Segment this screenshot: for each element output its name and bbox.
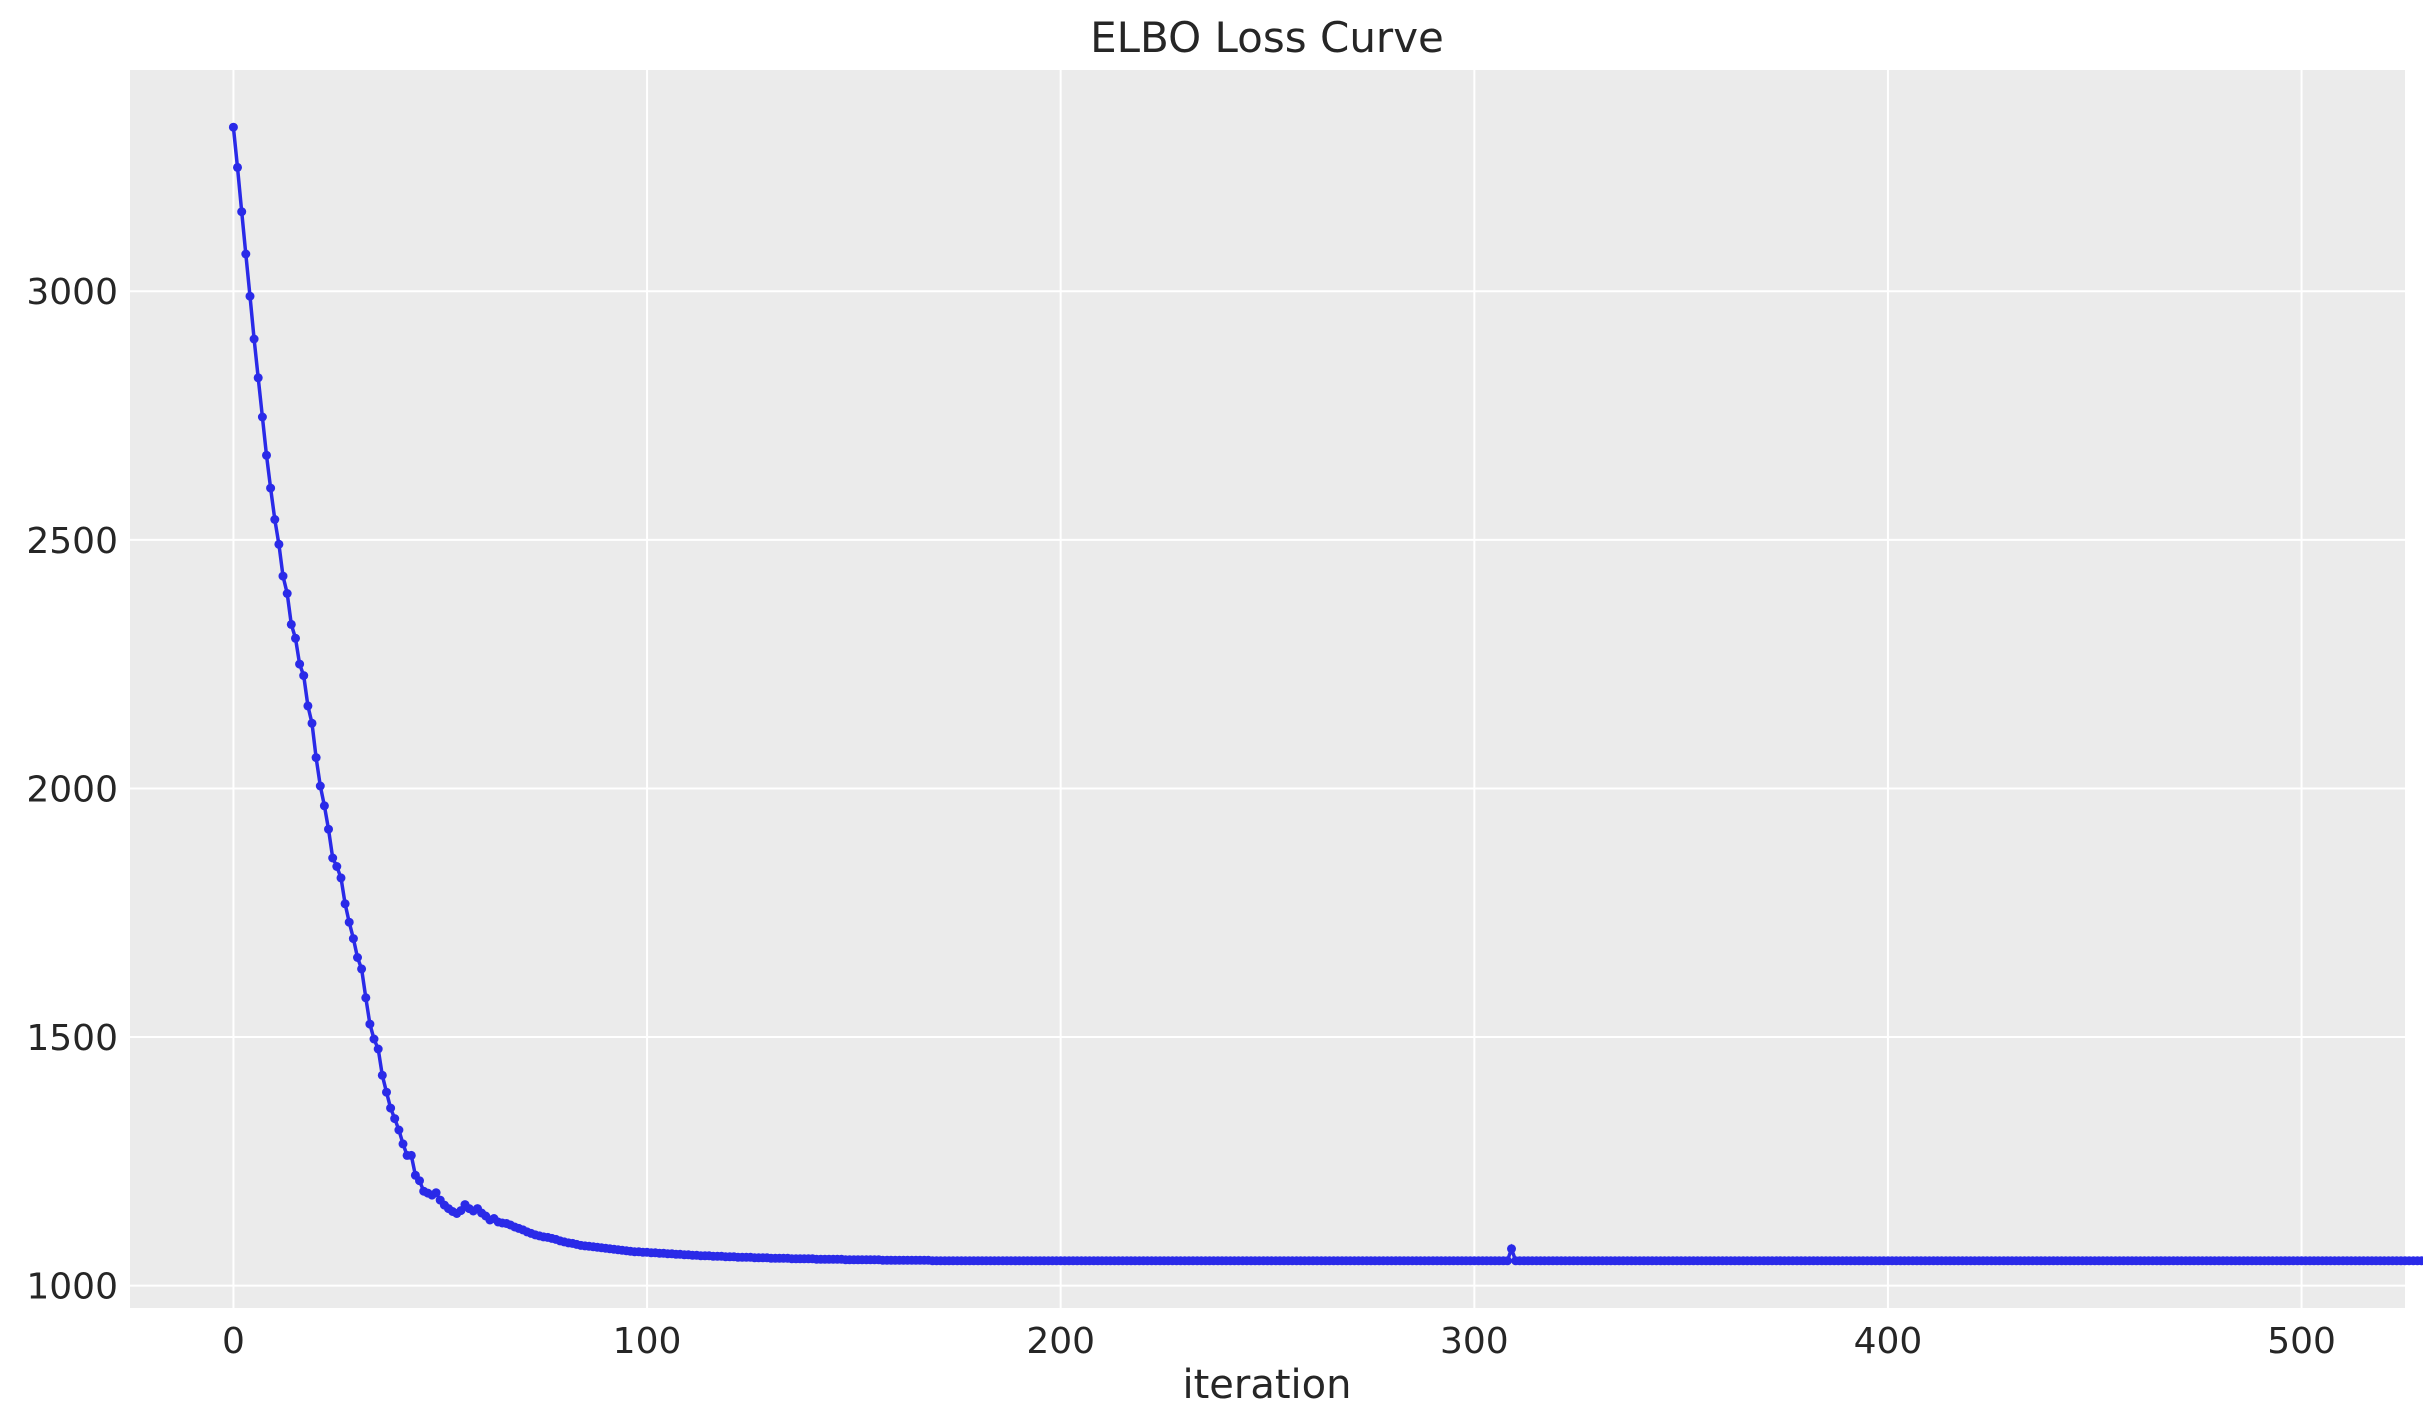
data-point — [295, 659, 305, 669]
data-point — [361, 993, 371, 1003]
data-point — [286, 619, 296, 629]
data-point — [278, 571, 288, 581]
chart-title: ELBO Loss Curve — [1090, 13, 1444, 62]
data-point — [315, 781, 325, 791]
data-point — [245, 291, 255, 301]
data-point — [348, 934, 358, 944]
data-point — [336, 873, 346, 883]
x-tick-label: 500 — [2267, 1321, 2336, 1362]
data-point — [253, 373, 263, 383]
data-point — [233, 162, 242, 172]
data-point — [249, 334, 259, 344]
data-point — [369, 1034, 379, 1044]
data-point — [332, 862, 342, 871]
x-tick-label: 200 — [1026, 1321, 1095, 1362]
data-point — [377, 1070, 387, 1080]
data-point — [299, 671, 309, 681]
data-point — [382, 1087, 391, 1097]
data-point — [1502, 1256, 1512, 1266]
data-point — [390, 1114, 400, 1124]
data-point — [307, 718, 317, 728]
data-point — [373, 1044, 383, 1054]
data-point — [266, 483, 276, 493]
y-tick-label: 2500 — [26, 521, 118, 562]
data-point — [357, 964, 367, 974]
data-point — [257, 412, 267, 422]
data-point — [431, 1188, 441, 1198]
grid — [130, 70, 2405, 1308]
data-point — [303, 701, 313, 711]
data-point — [398, 1139, 408, 1149]
data-point — [291, 633, 300, 643]
x-tick-label: 100 — [613, 1321, 682, 1362]
data-point — [241, 249, 251, 259]
data-point — [262, 450, 271, 460]
data-point — [406, 1150, 416, 1160]
data-point — [319, 801, 329, 811]
data-point — [311, 753, 321, 763]
series-markers — [228, 122, 2423, 1266]
tick-labels: 0 100 200 300 400 500 1000 1500 2000 2500 3000 — [26, 272, 2336, 1362]
plot-area — [130, 70, 2405, 1308]
data-point — [228, 122, 238, 132]
y-tick-label: 1000 — [26, 1267, 118, 1308]
data-point — [344, 917, 354, 927]
y-tick-label: 1500 — [26, 1018, 118, 1059]
x-axis-label: iteration — [1183, 1362, 1352, 1408]
data-point — [415, 1176, 424, 1186]
data-point — [394, 1125, 404, 1135]
y-tick-label: 2000 — [26, 769, 118, 810]
data-point — [282, 589, 292, 598]
x-tick-label: 300 — [1440, 1321, 1509, 1362]
data-point — [340, 899, 350, 909]
x-tick-label: 400 — [1854, 1321, 1923, 1362]
data-point — [237, 207, 247, 217]
data-point — [324, 824, 333, 834]
data-point — [365, 1019, 375, 1029]
data-point — [2417, 1256, 2423, 1266]
data-point — [353, 953, 362, 962]
series-layer — [228, 122, 2423, 1266]
x-tick-label: 0 — [222, 1321, 245, 1362]
data-point — [1507, 1244, 1516, 1254]
data-point — [274, 539, 284, 549]
data-point — [386, 1103, 396, 1113]
data-point — [328, 853, 338, 863]
data-point — [270, 515, 280, 524]
y-tick-label: 3000 — [26, 272, 118, 313]
